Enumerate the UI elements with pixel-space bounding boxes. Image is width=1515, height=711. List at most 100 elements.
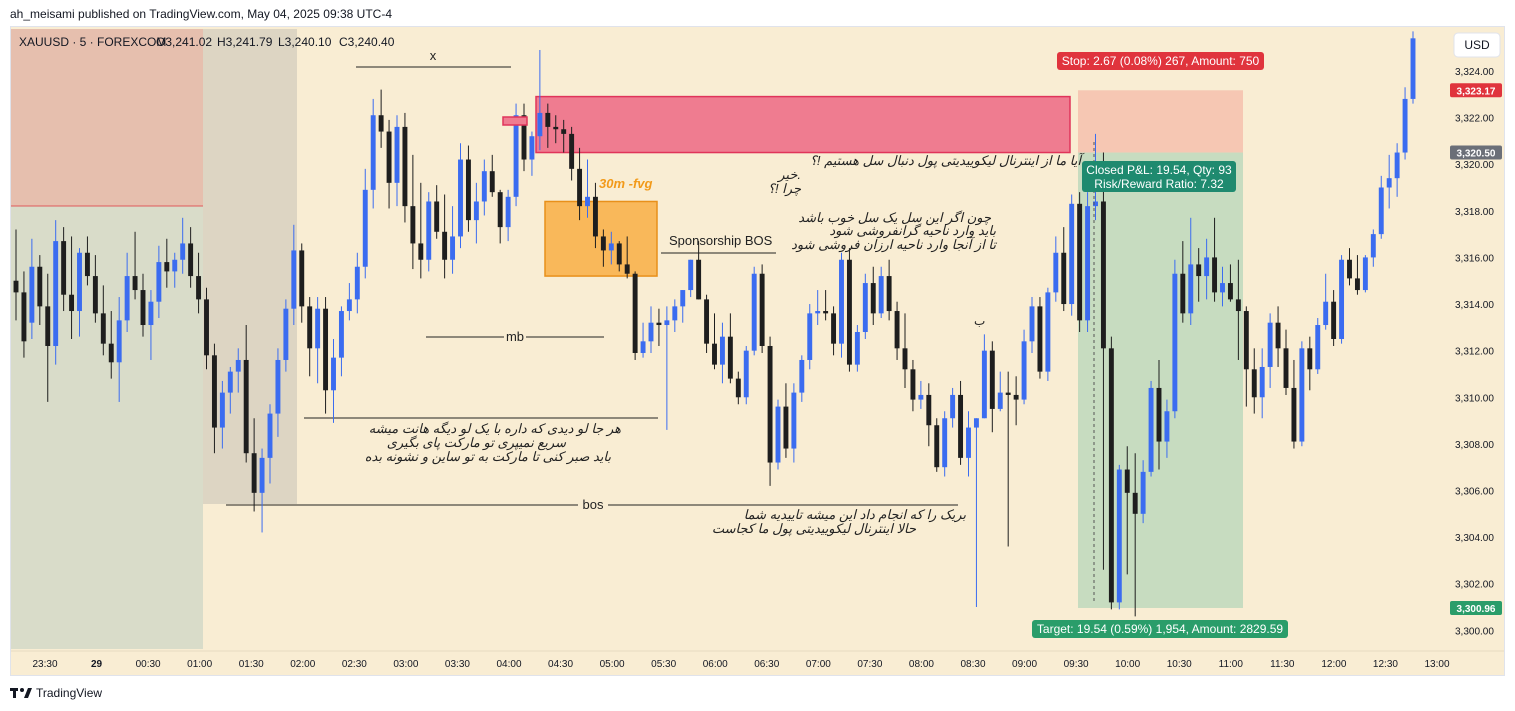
candle-body xyxy=(172,259,178,272)
time-tick-label: 07:30 xyxy=(857,659,882,670)
candle-body xyxy=(29,266,35,323)
candle-body xyxy=(84,252,90,277)
candle-body xyxy=(275,359,281,414)
time-tick-label: 07:00 xyxy=(806,659,831,670)
pnl-label-box[interactable]: Closed P&L: 19.54, Qty: 93 Risk/Reward R… xyxy=(1082,161,1236,192)
price-tick-label: 3,310.00 xyxy=(1455,393,1494,404)
candle-body xyxy=(783,406,789,449)
candle-body xyxy=(267,413,273,458)
price-tick-label: 3,322.00 xyxy=(1455,114,1494,125)
candle-body xyxy=(1235,299,1241,312)
candle-body xyxy=(1100,201,1106,349)
candle-body xyxy=(219,392,225,428)
note3-line3: باید صبر کنی تا مارکت به تو ساین و نشونه… xyxy=(365,449,612,465)
candle-body xyxy=(211,355,217,428)
candle-body xyxy=(1323,301,1329,326)
note-block-4: بریک را که انجام داد این میشه تاییدیه شم… xyxy=(712,507,967,537)
candle-body xyxy=(1354,278,1360,291)
price-tick-label: 3,316.00 xyxy=(1455,253,1494,264)
target-label-box[interactable]: Target: 19.54 (0.59%) 1,954, Amount: 282… xyxy=(1032,620,1288,638)
candle-body xyxy=(450,236,456,260)
candlestick-chart[interactable]: x mb mb bos Sponsorship BOS ب 30m -fvg آ… xyxy=(11,27,1504,675)
candle-body xyxy=(37,266,43,307)
candle-body xyxy=(465,159,471,221)
time-tick-label: 02:30 xyxy=(342,659,367,670)
price-tag-box xyxy=(1450,600,1502,615)
candle-body xyxy=(624,264,630,274)
candle-body xyxy=(751,273,757,351)
time-tick-label: 03:00 xyxy=(393,659,418,670)
candle-body xyxy=(164,262,170,272)
candle-body xyxy=(870,283,876,314)
candle-body xyxy=(592,196,598,237)
candle-body xyxy=(585,196,590,207)
candle-body xyxy=(577,168,583,207)
time-tick-label: 01:30 xyxy=(239,659,264,670)
candle-body xyxy=(600,236,606,251)
tradingview-brand: TradingView xyxy=(36,686,103,700)
candle-body xyxy=(1021,341,1027,400)
candle-body xyxy=(831,313,837,344)
stop-label-box[interactable]: Stop: 2.67 (0.08%) 267, Amount: 750 xyxy=(1057,52,1264,70)
candles-group xyxy=(13,31,1416,617)
candle-body xyxy=(743,350,749,398)
candle-body xyxy=(1307,348,1313,370)
candle-body xyxy=(680,290,686,307)
candle-body xyxy=(299,250,305,307)
candle-body xyxy=(505,196,511,228)
candle-body xyxy=(846,259,852,365)
candle-body xyxy=(346,299,352,312)
stop-loss-zone[interactable] xyxy=(1078,90,1243,153)
candle-body xyxy=(410,206,416,244)
candle-body xyxy=(545,112,551,127)
legend-low: L3,240.10 xyxy=(278,35,332,49)
candle-body xyxy=(251,453,257,493)
note-block-2: چون اگر این سل یک سل خوب باشد باید وارد … xyxy=(791,210,997,253)
candle-body xyxy=(370,115,376,190)
candle-body xyxy=(989,350,995,409)
note3-line2: سریع نمیپری تو مارکت پای بگیری xyxy=(387,435,567,451)
candle-body xyxy=(521,115,527,160)
session-shade-red xyxy=(11,29,203,206)
time-tick-label: 02:00 xyxy=(290,659,315,670)
candle-body xyxy=(775,406,781,463)
candle-body xyxy=(53,241,59,346)
bos-label: bos xyxy=(583,497,604,512)
candle-body xyxy=(839,259,844,344)
mb-label-text: mb xyxy=(506,329,524,344)
candle-body xyxy=(13,280,19,293)
candle-body xyxy=(767,345,773,463)
note1-line1: آیا ما از اینترنال لیکوییدیتی پول دنبال … xyxy=(810,152,1085,169)
candle-body xyxy=(116,320,122,363)
bos-label-bg xyxy=(578,497,608,511)
tradingview-footer[interactable]: TradingView xyxy=(10,686,102,700)
candle-body xyxy=(92,276,98,314)
candle-body xyxy=(727,336,733,379)
candle-body xyxy=(227,371,233,393)
candle-body xyxy=(1116,469,1122,603)
chart-frame[interactable]: x mb mb bos Sponsorship BOS ب 30m -fvg آ… xyxy=(10,26,1505,676)
candle-body xyxy=(648,322,654,342)
pnl-line-2: Risk/Reward Ratio: 7.32 xyxy=(1094,177,1224,191)
candle-body xyxy=(1164,411,1170,442)
candle-body xyxy=(966,427,971,458)
price-tag-label: 3,323.17 xyxy=(1457,86,1496,97)
candle-body xyxy=(529,136,535,160)
candle-body xyxy=(688,259,694,291)
time-tick-label: 08:30 xyxy=(960,659,985,670)
time-tick-label: 04:00 xyxy=(496,659,521,670)
pnl-line-1: Closed P&L: 19.54, Qty: 93 xyxy=(1086,163,1232,177)
candle-body xyxy=(386,131,392,183)
supply-zone[interactable] xyxy=(535,95,1071,154)
candle-body xyxy=(489,171,495,193)
candle-body xyxy=(132,276,138,291)
candle-body xyxy=(569,133,575,169)
price-scale[interactable] xyxy=(1448,27,1504,651)
time-tick-label: 04:30 xyxy=(548,659,573,670)
currency-button[interactable]: USD xyxy=(1453,32,1501,58)
candle-body xyxy=(354,266,360,300)
candle-body xyxy=(259,457,265,493)
candle-body xyxy=(608,243,614,251)
candle-body xyxy=(156,262,162,302)
tradingview-logo-icon xyxy=(10,688,32,698)
